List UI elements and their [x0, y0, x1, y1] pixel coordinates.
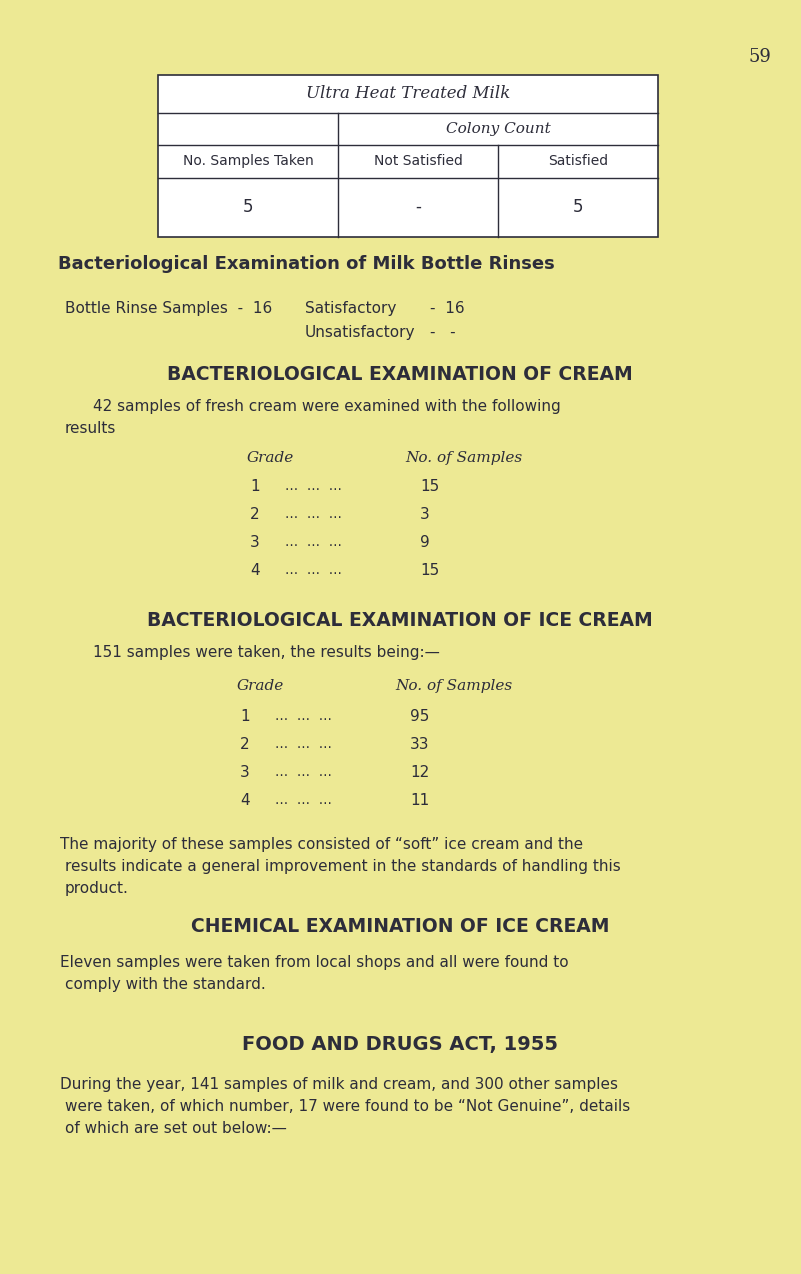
- Text: 3: 3: [240, 764, 250, 780]
- Text: During the year, 141 samples of milk and cream, and 300 other samples: During the year, 141 samples of milk and…: [60, 1077, 618, 1092]
- Text: Satisfactory: Satisfactory: [305, 301, 396, 316]
- Text: Grade: Grade: [247, 451, 294, 465]
- Text: results indicate a general improvement in the standards of handling this: results indicate a general improvement i…: [65, 859, 621, 874]
- Text: 3: 3: [420, 507, 430, 522]
- Text: -   -: - -: [430, 325, 456, 340]
- Text: Bottle Rinse Samples  -  16: Bottle Rinse Samples - 16: [65, 301, 272, 316]
- Text: 15: 15: [420, 563, 439, 578]
- Text: No. Samples Taken: No. Samples Taken: [183, 154, 313, 168]
- Text: -: -: [415, 197, 421, 217]
- Text: 1: 1: [240, 710, 250, 724]
- Text: results: results: [65, 420, 116, 436]
- Text: of which are set out below:—: of which are set out below:—: [65, 1121, 287, 1136]
- Text: ...  ...  ...: ... ... ...: [275, 792, 332, 806]
- Text: -  16: - 16: [430, 301, 465, 316]
- Text: comply with the standard.: comply with the standard.: [65, 977, 266, 992]
- Text: 1: 1: [250, 479, 260, 494]
- Text: 59: 59: [748, 48, 771, 66]
- Text: BACTERIOLOGICAL EXAMINATION OF ICE CREAM: BACTERIOLOGICAL EXAMINATION OF ICE CREAM: [147, 612, 653, 631]
- Text: 5: 5: [573, 197, 583, 217]
- Text: product.: product.: [65, 882, 129, 896]
- Text: FOOD AND DRUGS ACT, 1955: FOOD AND DRUGS ACT, 1955: [242, 1034, 558, 1054]
- Text: Ultra Heat Treated Milk: Ultra Heat Treated Milk: [306, 85, 510, 102]
- Text: 151 samples were taken, the results being:—: 151 samples were taken, the results bein…: [93, 645, 440, 660]
- Text: 12: 12: [410, 764, 429, 780]
- Text: were taken, of which number, 17 were found to be “Not Genuine”, details: were taken, of which number, 17 were fou…: [65, 1099, 630, 1113]
- Text: No. of Samples: No. of Samples: [405, 451, 522, 465]
- Text: 15: 15: [420, 479, 439, 494]
- Text: Satisfied: Satisfied: [548, 154, 608, 168]
- Text: Bacteriological Examination of Milk Bottle Rinses: Bacteriological Examination of Milk Bott…: [58, 255, 555, 273]
- Text: ...  ...  ...: ... ... ...: [285, 535, 342, 549]
- Text: 4: 4: [240, 792, 250, 808]
- Text: 2: 2: [240, 736, 250, 752]
- Text: BACTERIOLOGICAL EXAMINATION OF CREAM: BACTERIOLOGICAL EXAMINATION OF CREAM: [167, 364, 633, 383]
- Bar: [158, 75, 658, 237]
- Text: Not Satisfied: Not Satisfied: [373, 154, 462, 168]
- Text: 3: 3: [250, 535, 260, 550]
- Text: 11: 11: [410, 792, 429, 808]
- Text: 2: 2: [250, 507, 260, 522]
- Text: No. of Samples: No. of Samples: [395, 679, 513, 693]
- Text: Unsatisfactory: Unsatisfactory: [305, 325, 416, 340]
- Text: ...  ...  ...: ... ... ...: [285, 563, 342, 577]
- Text: 42 samples of fresh cream were examined with the following: 42 samples of fresh cream were examined …: [93, 399, 561, 414]
- Text: CHEMICAL EXAMINATION OF ICE CREAM: CHEMICAL EXAMINATION OF ICE CREAM: [191, 917, 610, 936]
- Text: ...  ...  ...: ... ... ...: [275, 736, 332, 750]
- Text: 95: 95: [410, 710, 429, 724]
- Text: 33: 33: [410, 736, 429, 752]
- Text: The majority of these samples consisted of “soft” ice cream and the: The majority of these samples consisted …: [60, 837, 583, 852]
- Text: ...  ...  ...: ... ... ...: [285, 479, 342, 493]
- Text: Colony Count: Colony Count: [445, 122, 550, 136]
- Text: Eleven samples were taken from local shops and all were found to: Eleven samples were taken from local sho…: [60, 956, 569, 970]
- Text: ...  ...  ...: ... ... ...: [285, 507, 342, 521]
- Text: 4: 4: [250, 563, 260, 578]
- Text: ...  ...  ...: ... ... ...: [275, 764, 332, 778]
- Text: 5: 5: [243, 197, 253, 217]
- Text: Grade: Grade: [237, 679, 284, 693]
- Text: 9: 9: [420, 535, 430, 550]
- Text: ...  ...  ...: ... ... ...: [275, 710, 332, 724]
